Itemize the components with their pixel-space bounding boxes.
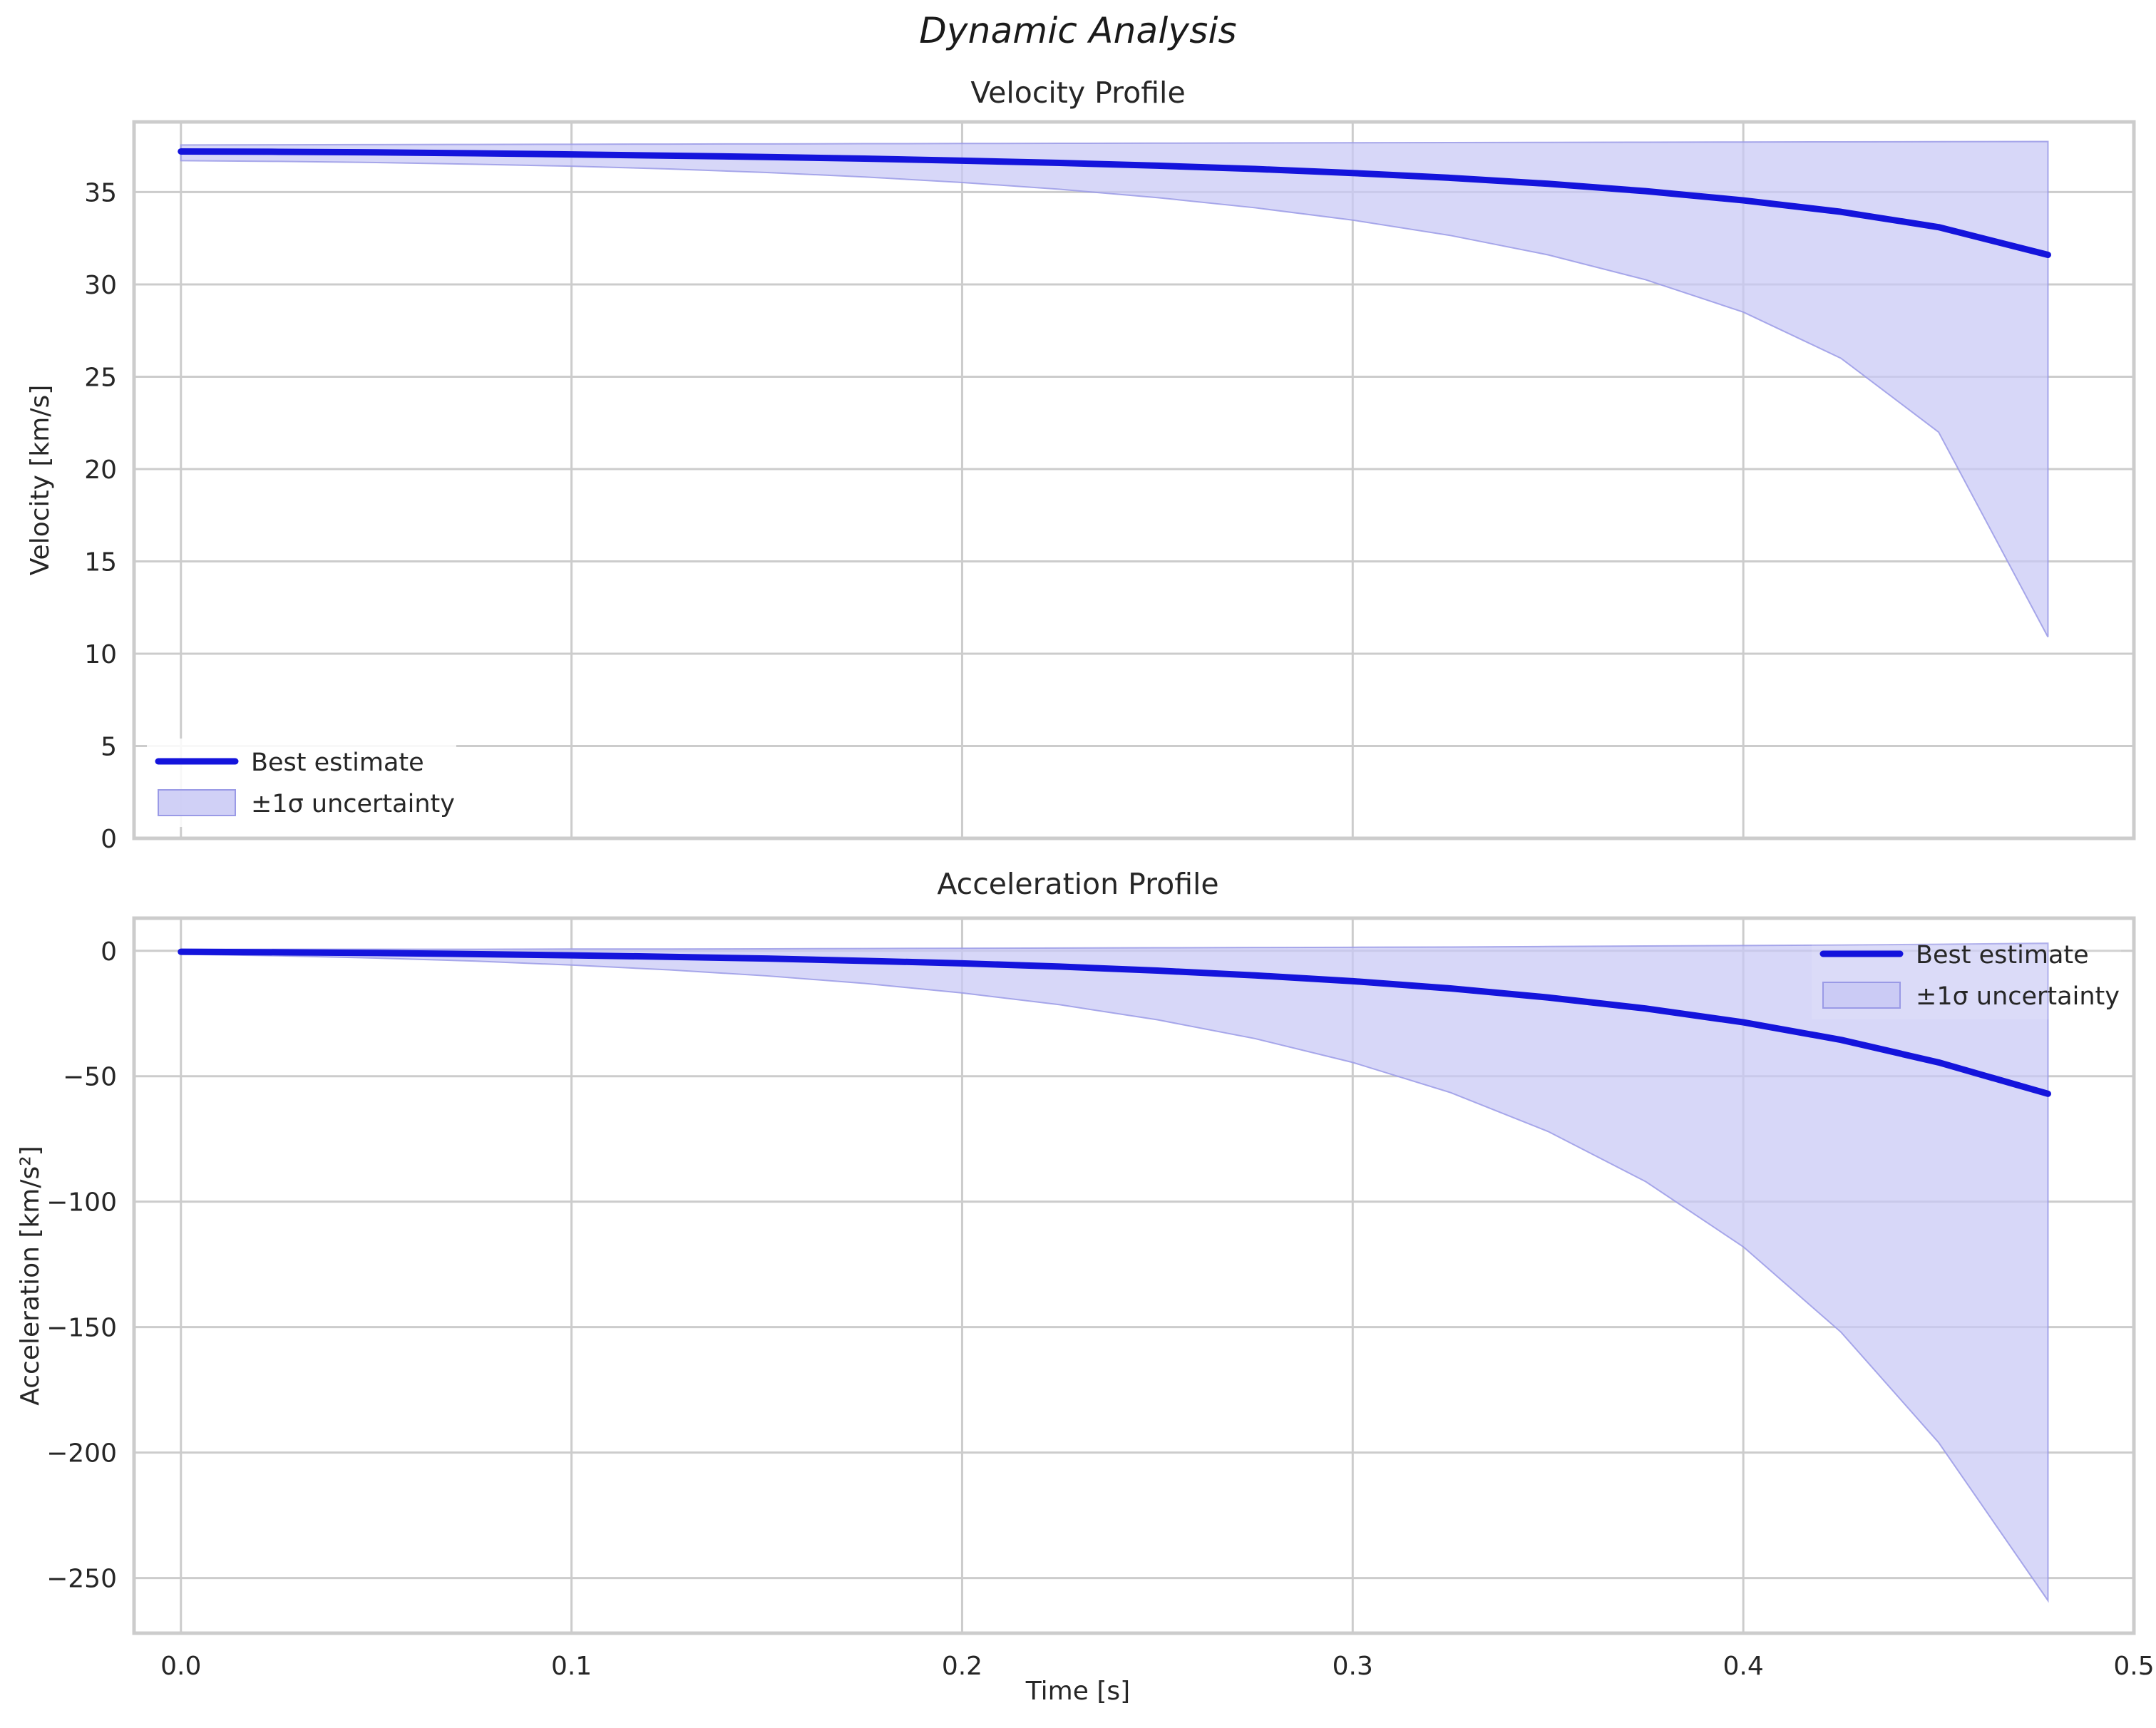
y-tick-label: −50 — [63, 1063, 117, 1092]
y-tick-label: 20 — [84, 456, 117, 485]
x-tick-label: 0.1 — [551, 1652, 592, 1681]
legend[interactable]: Best estimate ±1σ uncertainty — [1812, 931, 2121, 1019]
axes-velocity: 0 5 10 15 20 25 30 35 Velocity [km/s] Best estima… — [26, 120, 2136, 854]
legend-band-swatch — [158, 789, 236, 816]
legend-line-label: Best estimate — [1916, 941, 2089, 970]
uncertainty-band — [180, 140, 2049, 638]
y-tick-label: −150 — [46, 1314, 117, 1343]
best-estimate-line — [178, 948, 2051, 1097]
y-tick-label: 15 — [84, 547, 117, 577]
y-tick-label: 35 — [84, 178, 117, 207]
y-axis-label: Acceleration [km/s²] — [16, 1146, 45, 1405]
y-tick-label: 25 — [84, 363, 117, 392]
uncertainty-band — [180, 942, 2049, 1603]
x-tick-label: 0.5 — [2113, 1652, 2154, 1681]
legend-band-label: ±1σ uncertainty — [251, 790, 455, 818]
axes-frame — [132, 916, 2136, 1635]
legend-band-swatch — [1822, 982, 1901, 1009]
subplot-title-acceleration: Acceleration Profile — [937, 867, 1219, 901]
legend-band-label: ±1σ uncertainty — [1916, 982, 2120, 1011]
y-tick-label: 30 — [84, 271, 117, 300]
axes-frame — [132, 120, 2136, 840]
y-tick-label: 0 — [101, 825, 117, 854]
y-axis-label: Velocity [km/s] — [26, 385, 55, 576]
x-tick-label: 0.3 — [1333, 1652, 1373, 1681]
axes-acceleration: 0 −50 −100 −150 −200 −250 0.0 0.1 0.2 0.3 0.4 0.5 Ac… — [16, 916, 2155, 1681]
best-estimate-line — [178, 148, 2051, 258]
legend-line-label: Best estimate — [251, 749, 424, 777]
figure-suptitle: Dynamic Analysis — [919, 10, 1237, 51]
y-tick-label: −100 — [46, 1188, 117, 1218]
x-axis-label: Time [s] — [1025, 1677, 1131, 1706]
y-tick-label: 0 — [101, 937, 117, 967]
y-tick-label: −200 — [46, 1439, 117, 1469]
y-tick-label: −250 — [46, 1565, 117, 1594]
legend[interactable]: Best estimate ±1σ uncertainty — [147, 739, 456, 827]
subplot-title-velocity: Velocity Profile — [970, 76, 1186, 110]
x-tick-label: 0.4 — [1723, 1652, 1764, 1681]
y-tick-label: 5 — [101, 732, 117, 761]
x-tick-label: 0.0 — [160, 1652, 201, 1681]
y-tick-label: 10 — [84, 640, 117, 669]
x-tick-label: 0.2 — [942, 1652, 982, 1681]
